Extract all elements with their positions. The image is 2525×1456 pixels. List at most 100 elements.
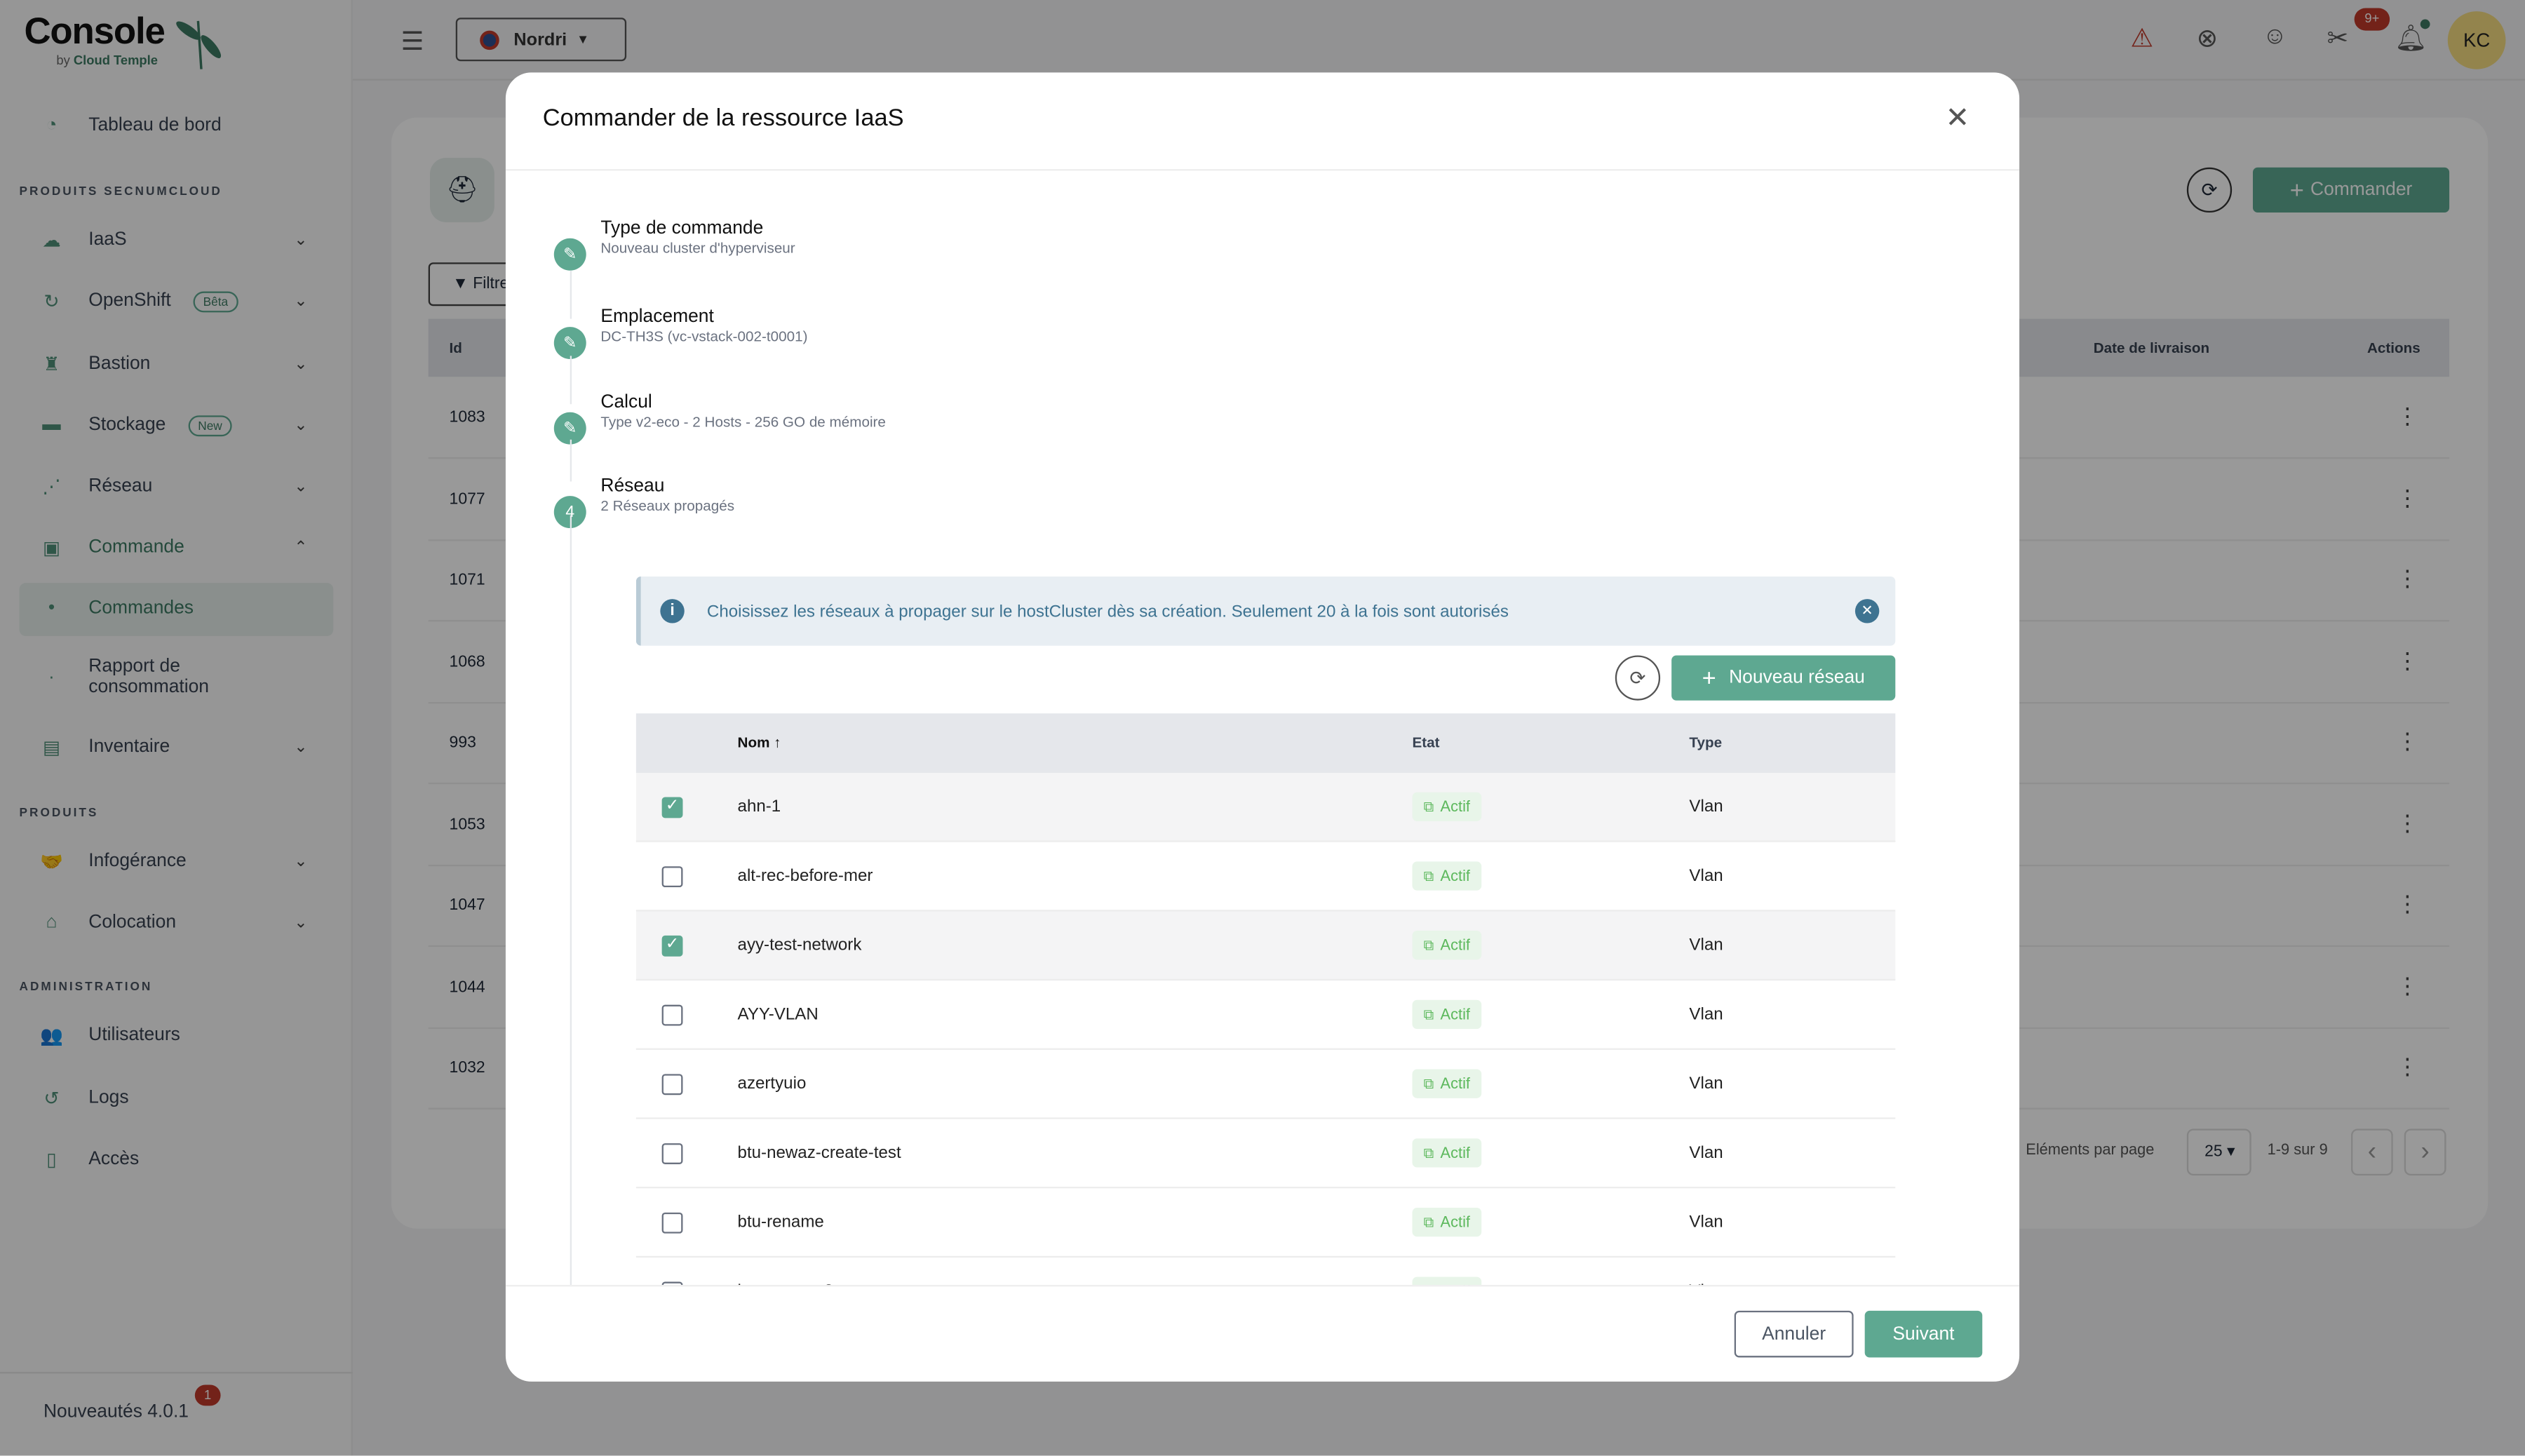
sidebar-item-utilisateurs[interactable]: 👥 Utilisateurs [36, 1016, 318, 1055]
row-checkbox[interactable] [661, 865, 683, 887]
refresh-networks-button[interactable]: ⟳ [1615, 655, 1661, 701]
stepper-step[interactable]: ✎ Emplacement DC-TH3S (vc-vstack-002-t0001… [553, 308, 807, 359]
kebab-menu-icon[interactable]: ⋮ [2396, 646, 2419, 673]
kebab-menu-icon[interactable]: ⋮ [2396, 565, 2419, 591]
kebab-menu-icon[interactable]: ⋮ [2396, 402, 2419, 429]
tenant-flag-icon [480, 29, 499, 50]
network-icon: ⧉ [1423, 797, 1434, 814]
sidebar-item-rapport[interactable]: · Rapport de consommation [48, 656, 210, 698]
history-icon: ↺ [43, 1090, 60, 1110]
chevron-down-icon: ⌄ [294, 416, 308, 434]
alert-close-icon[interactable]: ✕ [1854, 599, 1880, 623]
bell-icon[interactable]: 🔔︎ [2395, 25, 2428, 53]
network-icon: ⧉ [1423, 1144, 1434, 1161]
row-checkbox[interactable] [661, 1211, 683, 1233]
stepper-step[interactable]: 4 Réseau 2 Réseaux propagés [553, 477, 734, 529]
sidebar-item-commandes[interactable]: • Commandes [48, 599, 194, 619]
row-checkbox[interactable] [661, 1073, 683, 1095]
per-page-select[interactable]: 25 ▾ [2186, 1128, 2251, 1176]
network-row[interactable]: ✓ ahn-1 ⧉ Actif Vlan [635, 773, 1896, 842]
sidebar-item-stockage[interactable]: ▬ Stockage New ⌄ [36, 406, 318, 445]
column-nom[interactable]: Nom ↑ [737, 734, 781, 750]
commander-button[interactable]: + Commander [2252, 167, 2450, 213]
info-icon: i [660, 599, 685, 623]
kebab-menu-icon[interactable]: ⋮ [2396, 727, 2419, 754]
new-network-button[interactable]: + Nouveau réseau [1671, 655, 1896, 701]
sidebar-item-infogerance[interactable]: 🤝 Infogérance ⌄ [36, 842, 318, 881]
chevron-down-icon: ⌄ [294, 231, 308, 249]
next-button[interactable]: Suivant [1864, 1310, 1983, 1358]
sidebar-item-iaas[interactable]: ☁ IaaS ⌄ [36, 221, 318, 259]
pagination-range: 1-9 sur 9 [2267, 1141, 2328, 1160]
sidebar-item-dashboard[interactable]: ◔ Tableau de bord [36, 107, 318, 145]
network-row[interactable]: azertyuio ⧉ Actif Vlan [635, 1049, 1896, 1119]
chevron-down-icon: ⌄ [294, 477, 308, 495]
network-row[interactable]: AYY-VLAN ⧉ Actif Vlan [635, 980, 1896, 1050]
kebab-menu-icon[interactable]: ⋮ [2396, 1053, 2419, 1079]
sort-asc-icon: ↑ [774, 734, 781, 750]
feedback-icon[interactable]: ☺ [2262, 22, 2287, 50]
network-row[interactable]: btu-rename ⧉ Actif Vlan [635, 1188, 1896, 1258]
refresh-button[interactable]: ⟳ [2186, 167, 2233, 213]
beta-badge: Bêta [193, 290, 238, 312]
sidebar-item-bastion[interactable]: ♜ Bastion ⌄ [36, 344, 318, 383]
status-badge: ⧉Actif [1412, 861, 1482, 891]
network-icon: ⧉ [1423, 936, 1434, 953]
per-page-label: Eléments par page [2026, 1141, 2155, 1160]
kebab-menu-icon[interactable]: ⋮ [2396, 483, 2419, 510]
network-row[interactable]: alt-rec-before-mer ⧉ Actif Vlan [635, 842, 1896, 912]
avatar[interactable]: KC [2447, 11, 2506, 69]
network-icon: ⧉ [1423, 867, 1434, 884]
close-icon[interactable]: ✕ [1945, 101, 1970, 134]
status-badge: ⧉Actif [1412, 999, 1482, 1030]
row-checkbox[interactable] [661, 1004, 683, 1025]
sidebar-item-inventaire[interactable]: ▤ Inventaire ⌄ [36, 728, 318, 767]
chevron-down-icon: ⌄ [294, 852, 308, 870]
sidebar-item-commandes-highlight [19, 583, 334, 636]
stepper-step[interactable]: ✎ Type de commande Nouveau cluster d'hyper… [553, 219, 795, 271]
network-row[interactable]: btu-newaz-create-test ⧉ Actif Vlan [635, 1119, 1896, 1189]
divider [0, 1372, 353, 1374]
row-checkbox[interactable]: ✓ [661, 934, 683, 956]
chevron-down-icon: ⌄ [294, 355, 308, 373]
sidebar-item-colocation[interactable]: ⌂ Colocation ⌄ [36, 903, 318, 942]
status-badge: ⧉Actif [1412, 792, 1482, 821]
row-checkbox[interactable] [661, 1142, 683, 1164]
pencil-icon: ✎ [553, 412, 586, 445]
warning-icon[interactable]: ⚠ [2130, 25, 2154, 53]
row-checkbox[interactable]: ✓ [661, 796, 683, 818]
gauge-icon: ◔ [46, 116, 58, 135]
kebab-menu-icon[interactable]: ⋮ [2396, 971, 2419, 998]
new-badge: New [188, 414, 232, 436]
networks-table-scroll[interactable]: Nom ↑ Etat Type ✓ ahn-1 ⧉ Actif Vlan alt-… [506, 713, 2019, 1286]
network-icon: ⧉ [1423, 1005, 1434, 1022]
sidebar-item-acces[interactable]: ▯ Accès [36, 1140, 318, 1179]
tools-count-badge: 9+ [2354, 8, 2390, 31]
tenant-select[interactable]: Nordri ▼ [455, 18, 627, 62]
sidebar-item-logs[interactable]: ↺ Logs [36, 1079, 318, 1117]
sidebar-item-commande[interactable]: ▣ Commande ⌃ [36, 528, 318, 567]
sidebar-item-reseau[interactable]: ⋰ Réseau ⌄ [36, 467, 318, 506]
status-badge: ⧉Actif [1412, 1138, 1482, 1168]
status-badge: ⧉Actif [1412, 1069, 1482, 1098]
stepper-step[interactable]: ✎ Calcul Type v2-eco - 2 Hosts - 256 GO de… [553, 393, 886, 445]
kebab-menu-icon[interactable]: ⋮ [2396, 809, 2419, 835]
divider [505, 1285, 2020, 1287]
logo[interactable]: Console by Cloud Temple [24, 10, 222, 69]
modal-title: Commander de la ressource IaaS [542, 105, 904, 133]
news-link[interactable]: Nouveautés 4.0.1 [43, 1402, 189, 1422]
tools-icon[interactable]: ✂ [2327, 25, 2349, 53]
row-checkbox[interactable] [661, 1281, 683, 1286]
status-badge: ⧉Actif [1412, 931, 1482, 960]
network-row[interactable]: btu-rename2 ⧉Actif Vlan [635, 1258, 1896, 1286]
prev-page-button[interactable]: ‹ [2351, 1128, 2393, 1176]
network-row[interactable]: ✓ ayy-test-network ⧉ Actif Vlan [635, 911, 1896, 981]
kebab-menu-icon[interactable]: ⋮ [2396, 890, 2419, 917]
next-page-button[interactable]: › [2404, 1128, 2446, 1176]
support-lifebuoy-icon[interactable]: ⊗ [2196, 25, 2218, 53]
sidebar-item-openshift[interactable]: ↻ OpenShift Bêta ⌄ [36, 282, 318, 321]
cancel-button[interactable]: Annuler [1734, 1310, 1854, 1358]
hamburger-menu-icon[interactable]: ☰ [400, 29, 424, 57]
news-count-badge: 1 [194, 1384, 221, 1406]
